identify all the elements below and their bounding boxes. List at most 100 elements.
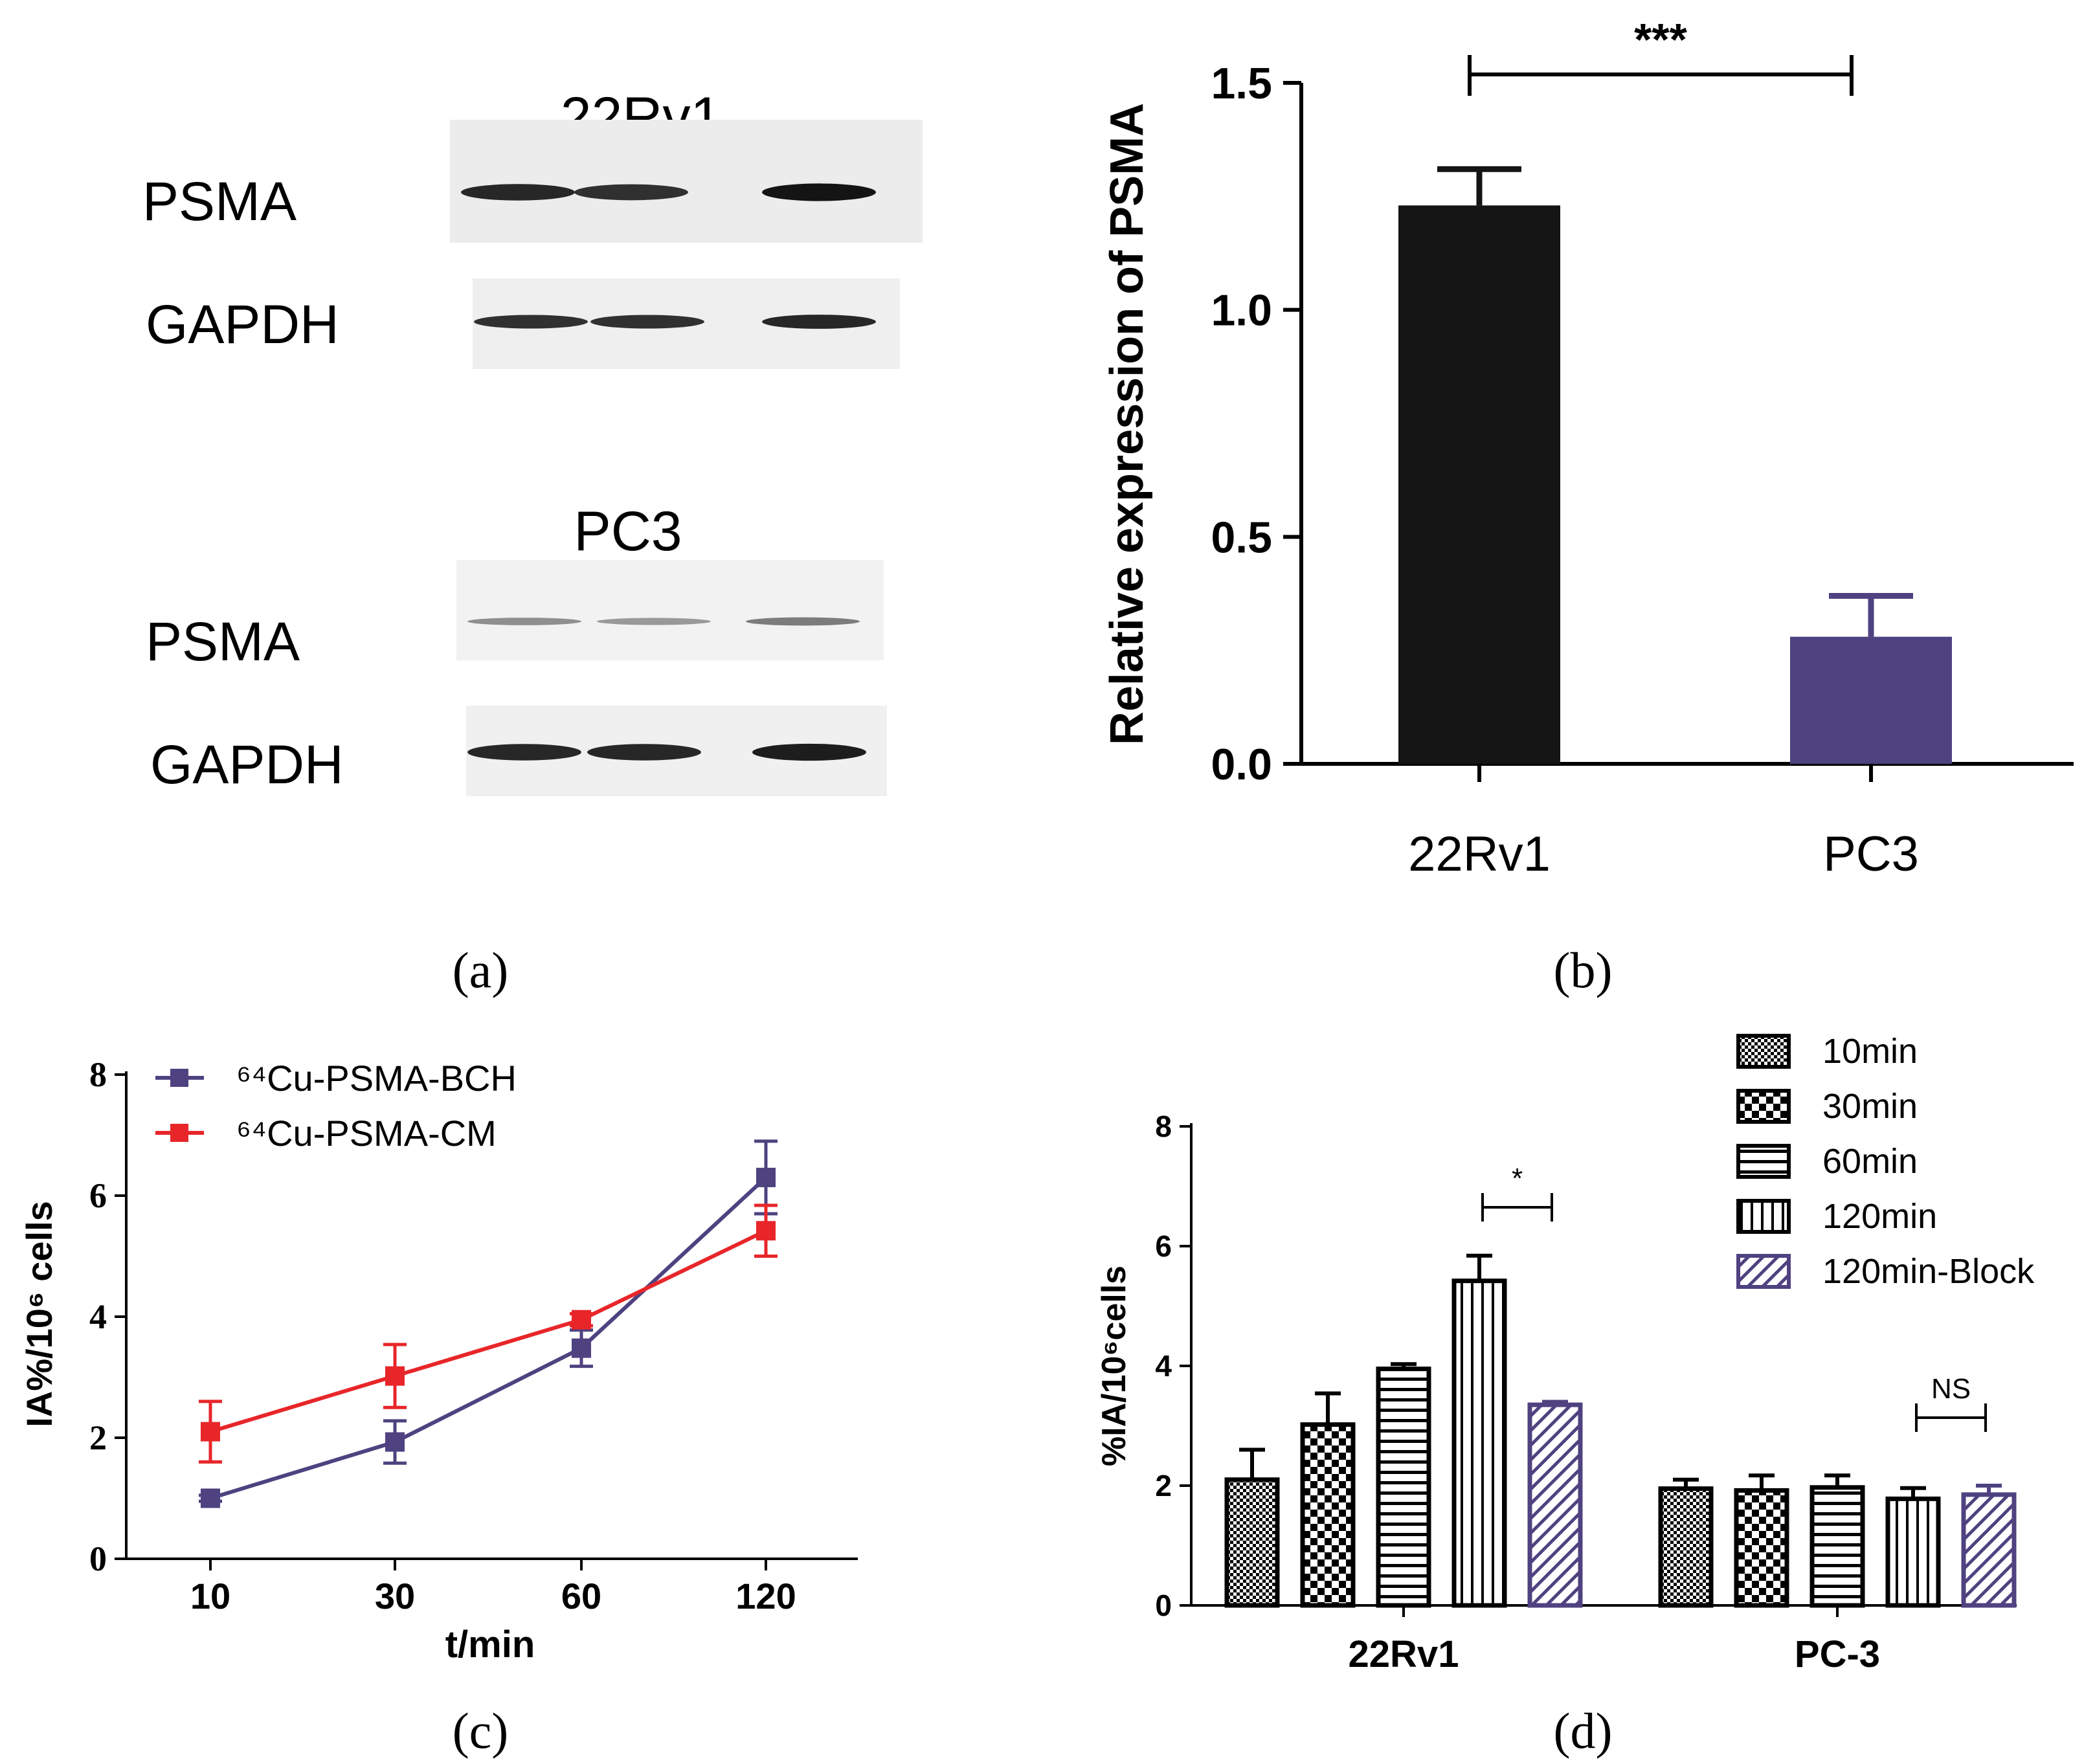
d-y-tick-label: 8	[1155, 1110, 1172, 1143]
d-bar-120min-Block	[1527, 1402, 1583, 1608]
c-x-tick-label: 120	[735, 1576, 796, 1616]
western-blot-panel: 22Rv1 PSMA GAPDH PC3 PSMA GAPDH	[142, 86, 923, 796]
d-bar-60min	[1809, 1485, 1865, 1608]
d-bar-60min	[1376, 1367, 1431, 1608]
blot-band	[752, 743, 866, 761]
d-legend-label: 30min	[1822, 1087, 1918, 1126]
b-y-tick-label: 0.5	[1211, 513, 1272, 562]
c-y-tick-label: 8	[89, 1055, 107, 1094]
d-annotations: * NS	[1481, 1163, 1987, 1432]
blot-band	[587, 744, 701, 761]
blot-band	[574, 184, 688, 201]
c-series-line	[210, 1176, 768, 1501]
grouped-bar-chart-uptake: 0 2 4 6 8 22Rv1 PC-3 * NS 10min 30min 60min 120mi…	[1095, 1032, 2035, 1675]
d-y-tick-label: 2	[1155, 1469, 1172, 1502]
c-point	[201, 1422, 220, 1442]
c-y-axis-label: IA%/10⁶ cells	[19, 1201, 60, 1427]
b-sig-label: ***	[1634, 14, 1687, 65]
blot-band	[762, 183, 876, 201]
c-y-tick-label: 6	[89, 1176, 107, 1215]
d-y-axis-label: %IA/10⁶cells	[1095, 1266, 1133, 1466]
panel-label-a: (a)	[453, 942, 509, 998]
c-series-line	[210, 1229, 767, 1434]
d-legend-label: 60min	[1822, 1142, 1918, 1181]
b-x-tick-label: PC3	[1823, 827, 1919, 882]
c-x-tick-label: 10	[190, 1576, 230, 1616]
d-legend-swatch	[1736, 1034, 1791, 1069]
c-y-tick-label: 0	[89, 1539, 107, 1578]
b-bar-PC3	[1790, 636, 1952, 764]
blot-band	[762, 315, 876, 329]
blot-label-psma-bottom: PSMA	[146, 611, 300, 672]
blot-band	[467, 744, 581, 761]
d-x-tick-label: 22Rv1	[1349, 1633, 1459, 1675]
d-y-tick-label: 4	[1155, 1349, 1172, 1383]
d-legend: 10min 30min 60min 120min 120min-Block	[1736, 1032, 2035, 1291]
b-y-tick-label: 1.0	[1211, 286, 1272, 335]
panel-label-c: (c)	[453, 1703, 509, 1759]
c-y-ticks: 0 2 4 6 8	[89, 1055, 126, 1578]
c-point	[385, 1366, 405, 1386]
d-legend-swatch	[1736, 1144, 1791, 1179]
blot-label-gapdh-top: GAPDH	[146, 294, 339, 355]
blot-band	[746, 617, 860, 626]
blot-band	[474, 315, 588, 329]
b-x-tick-label: 22Rv1	[1408, 827, 1551, 882]
panel-label-d: (d)	[1554, 1703, 1613, 1759]
c-x-tick-label: 30	[375, 1576, 415, 1616]
d-legend-label: 10min	[1822, 1032, 1918, 1071]
blot-label-psma-top: PSMA	[142, 171, 297, 232]
blot-band	[590, 315, 704, 329]
bar-chart-psma-expression: 0.0 0.5 1.0 1.5 22Rv1 PC3 *** Relative expre…	[1101, 14, 2074, 882]
c-x-axis-label: t/min	[445, 1624, 535, 1666]
c-point	[385, 1432, 405, 1452]
b-bar-22Rv1	[1398, 205, 1560, 764]
d-y-tick-label: 6	[1155, 1229, 1172, 1263]
blot-title-pc3: PC3	[574, 500, 682, 563]
b-y-axis-label: Relative expression of PSMA	[1101, 103, 1153, 745]
d-bar-120min	[1451, 1278, 1507, 1608]
c-point	[756, 1167, 776, 1187]
panel-label-b: (b)	[1554, 942, 1613, 998]
blot-label-gapdh-bottom: GAPDH	[150, 734, 344, 795]
d-annotation-label: NS	[1931, 1373, 1971, 1405]
d-legend-label: 120min-Block	[1822, 1252, 2035, 1291]
c-point	[756, 1221, 776, 1241]
d-legend-swatch	[1736, 1089, 1791, 1124]
b-y-tick-label: 1.5	[1211, 59, 1272, 108]
c-series	[199, 1139, 778, 1508]
d-y-ticks: 0 2 4 6 8	[1155, 1110, 1191, 1622]
bands-22rv1-gapdh	[474, 315, 876, 329]
c-point	[572, 1338, 591, 1358]
d-bar-30min	[1734, 1488, 1789, 1608]
line-chart-uptake: 0 2 4 6 8 10 30 6 0 120 ⁶⁴Cu-PSMA-BCH ⁶⁴Cu-PSMA-C…	[19, 1055, 858, 1666]
d-legend-swatch	[1736, 1254, 1791, 1289]
bands-22rv1-psma	[461, 183, 876, 201]
b-y-tick-label: 0.0	[1211, 740, 1272, 789]
blot-band	[467, 618, 581, 625]
blot-strip-22rv1-psma	[450, 120, 923, 243]
blot-strip-pc3-psma	[456, 560, 884, 660]
d-legend-label: 120min	[1822, 1197, 1937, 1236]
c-point	[201, 1488, 220, 1508]
d-annotation-label: *	[1512, 1163, 1523, 1194]
d-bar-30min	[1300, 1422, 1356, 1608]
blot-band	[597, 618, 711, 625]
d-x-tick-label: PC-3	[1795, 1633, 1880, 1675]
c-point	[572, 1310, 591, 1330]
d-bar-120min-Block	[1961, 1492, 2017, 1608]
c-y-tick-label: 4	[89, 1297, 107, 1336]
c-legend-label: ⁶⁴Cu-PSMA-CM	[236, 1113, 497, 1154]
d-bar-120min	[1885, 1496, 1941, 1608]
d-bar-10min	[1658, 1486, 1714, 1608]
c-legend-label: ⁶⁴Cu-PSMA-BCH	[236, 1058, 517, 1099]
c-legend-marker	[170, 1069, 188, 1087]
bands-pc3-gapdh	[467, 743, 866, 761]
b-bars: 22Rv1 PC3	[1398, 166, 1952, 882]
d-y-tick-label: 0	[1155, 1589, 1172, 1622]
c-legend: ⁶⁴Cu-PSMA-BCH ⁶⁴Cu-PSMA-CM	[155, 1058, 517, 1154]
d-bars: 22Rv1 PC-3	[1224, 1253, 2017, 1675]
c-x-ticks: 10 30 60 120	[190, 1559, 796, 1616]
c-y-tick-label: 2	[89, 1418, 107, 1457]
